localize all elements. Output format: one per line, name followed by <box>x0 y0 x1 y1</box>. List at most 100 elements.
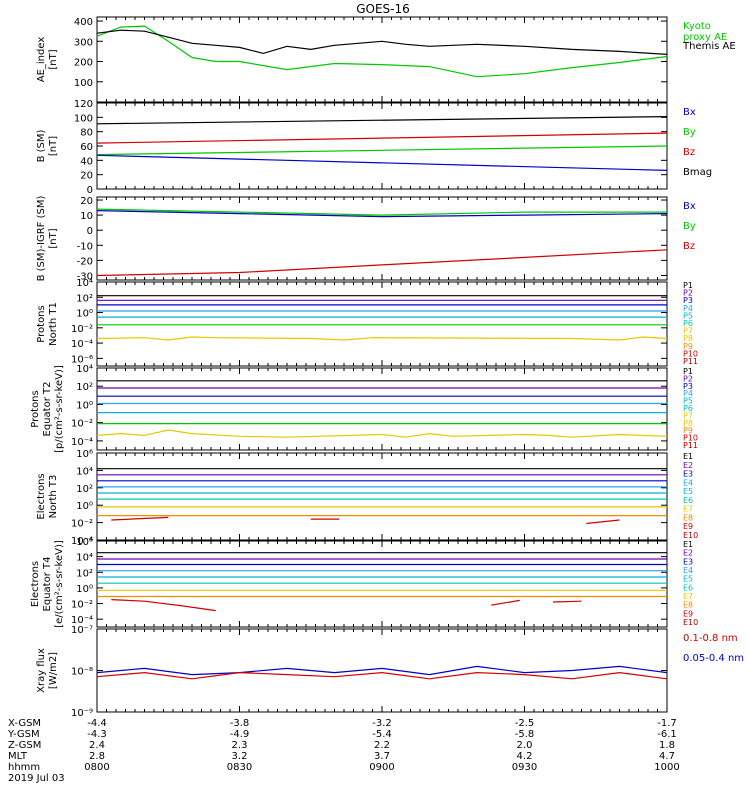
legend-entry-line: E10 <box>683 618 698 627</box>
legend-entry: Bmag <box>683 167 712 178</box>
legend-entry: P9 <box>683 426 693 435</box>
series-line <box>491 599 520 606</box>
x-tick-value: 1.8 <box>659 740 675 751</box>
legend-entry: E6 <box>683 496 693 505</box>
legend-entry: P5 <box>683 397 693 406</box>
legend-entry: Bx <box>683 201 696 212</box>
y-tick-label: 10⁻⁴ <box>71 615 93 626</box>
y-axis-label-line: [nT] <box>48 136 59 156</box>
legend-entry: P7 <box>683 411 693 420</box>
x-tick-value: 3.7 <box>374 751 390 762</box>
x-tick-value: -4.9 <box>230 729 250 740</box>
legend-entry-line: E3 <box>683 470 693 479</box>
y-axis-label-line: Xray flux <box>36 648 47 693</box>
legend-entry: E9 <box>683 522 693 531</box>
y-tick-label: 10² <box>76 568 93 579</box>
series-line <box>586 519 620 525</box>
y-tick-label: 10⁻² <box>71 324 93 335</box>
y-axis-label-line: North T3 <box>48 475 59 519</box>
y-tick-label: 10⁻⁴ <box>71 339 93 350</box>
legend-entry: P4 <box>683 304 693 313</box>
legend-entry-line: 0.05-0.4 nm <box>683 653 744 664</box>
legend-entry: P7 <box>683 327 693 336</box>
y-tick-label: 10⁻² <box>71 600 93 611</box>
panel-frame <box>96 16 668 103</box>
y-axis-label: B (SM)-IGRF (SM)[nT] <box>36 196 59 282</box>
panel-frame <box>96 628 668 713</box>
legend-entry-line: Bz <box>683 147 695 158</box>
y-tick-label: 10⁻⁴ <box>71 536 93 547</box>
legend-entry-line: Bx <box>683 201 696 212</box>
y-axis-label-line: [W/m2] <box>48 652 59 689</box>
legend-entry-line: P11 <box>683 357 698 366</box>
legend-entry: E10 <box>683 531 698 540</box>
legend-entry-line: P4 <box>683 389 693 398</box>
legend-entry: P6 <box>683 319 693 328</box>
y-axis-label-line: [p/(cm²-s-sr-keV)] <box>54 365 65 453</box>
y-axis-label-line: [e/(cm²-s-sr-keV)] <box>54 540 65 628</box>
panel-8: 10⁻⁷ 10⁻⁸ 10⁻⁹ Xray flux[W/m2] 0.1-0.8 nm 0.0… <box>36 625 744 719</box>
legend-entry: Kyoto proxy AE <box>683 21 727 43</box>
legend-entry-line: P9 <box>683 342 693 351</box>
legend-entry: P3 <box>683 296 693 305</box>
legend-entry-line: E1 <box>683 452 693 461</box>
series-line <box>96 210 668 218</box>
legend-entry-line: E4 <box>683 478 693 487</box>
y-axis-label-line: Electrons <box>30 561 41 607</box>
legend-entry-line: P3 <box>683 296 693 305</box>
panel-1: 400 300 200 100 AE_index[nT] Kyoto proxy AEThe… <box>36 16 736 103</box>
x-row-label: Z-GSM <box>8 740 41 751</box>
legend-entry-line: P11 <box>683 441 698 450</box>
series-line <box>96 249 668 277</box>
legend-entry-line: E9 <box>683 609 693 618</box>
x-tick-value: 0800 <box>84 762 109 773</box>
legend-entry: Bz <box>683 147 695 158</box>
series-line <box>96 132 668 144</box>
x-row-label: 2019 Jul 03 <box>8 773 65 784</box>
legend-entry-line: Kyoto <box>683 21 711 32</box>
x-tick-value: 2.8 <box>89 751 105 762</box>
legend-entry: P1 <box>683 281 693 290</box>
y-tick-label: 10⁶ <box>76 449 93 460</box>
legend-entry: E6 <box>683 583 693 592</box>
legend-entry: P9 <box>683 342 693 351</box>
y-axis-label-line: Equator T2 <box>42 382 53 437</box>
series-line <box>96 25 668 78</box>
x-tick-value: -6.1 <box>657 729 677 740</box>
series-line <box>96 665 668 676</box>
legend-entry-line: P6 <box>683 319 693 328</box>
y-tick-label: 10² <box>76 484 93 495</box>
legend-entry: 0.1-0.8 nm <box>683 633 738 644</box>
y-tick-label: 40 <box>80 156 93 167</box>
panel-4: 10⁴ 10² 10⁰ 10⁻² 10⁻⁴ 10⁻⁶ ProtonsNorth T1 P1P2… <box>36 278 698 367</box>
panel-3: 20 10 0 -10 -20 -30 B (SM)-IGRF (SM)[nT] Bx By Bz <box>36 196 696 283</box>
x-tick-value: -5.4 <box>372 729 392 740</box>
x-tick-value: -4.3 <box>87 729 107 740</box>
legend-entry-line: P4 <box>683 304 693 313</box>
panel-frame <box>96 281 668 367</box>
y-axis-label-line: [nT] <box>48 228 59 248</box>
panel-2: 120 100 80 60 40 20 0 B (SM)[nT] Bx By Bz Bmag <box>36 99 712 196</box>
x-tick-value: 0900 <box>369 762 394 773</box>
legend-entry: P8 <box>683 334 693 343</box>
y-axis-label-line: AE_index <box>36 37 47 83</box>
legend-entry-line: P7 <box>683 411 693 420</box>
x-tick-value: -1.7 <box>657 718 677 729</box>
y-tick-label: -20 <box>77 256 93 267</box>
legend-entry: E4 <box>683 566 693 575</box>
x-row-label: MLT <box>8 751 28 762</box>
y-tick-label: 60 <box>80 142 93 153</box>
x-tick-value: 4.2 <box>517 751 533 762</box>
x-tick-value: 3.2 <box>232 751 248 762</box>
y-axis-label: B (SM)[nT] <box>36 129 59 162</box>
y-tick-label: 10⁴ <box>76 553 93 564</box>
y-tick-label: 10⁻⁶ <box>71 354 93 365</box>
y-tick-label: 100 <box>74 78 93 89</box>
legend-entry-line: P9 <box>683 426 693 435</box>
y-tick-label: 400 <box>74 17 93 28</box>
legend-entry: E10 <box>683 618 698 627</box>
legend-entry-line: E7 <box>683 592 693 601</box>
y-axis-label-line: B (SM)-IGRF (SM) <box>36 196 47 282</box>
legend-entry-line: Bz <box>683 241 695 252</box>
